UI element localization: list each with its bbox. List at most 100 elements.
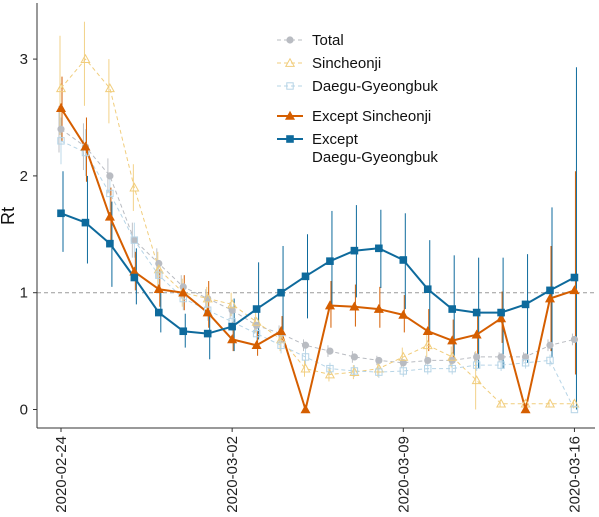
data-point-except-daegu-gyeongbuk (301, 272, 310, 281)
x-tick-label: 2020-03-16 (566, 436, 583, 513)
data-point-except-sincheonji (324, 300, 335, 310)
data-point-except-sincheonji (447, 335, 458, 345)
data-point-daegu-gyeongbuk (497, 361, 505, 369)
data-point-except-daegu-gyeongbuk (277, 288, 285, 297)
y-tick-label: 1 (20, 285, 28, 302)
data-point-sincheonji (447, 351, 458, 361)
data-point-daegu-gyeongbuk (326, 364, 334, 373)
data-point-total (546, 341, 554, 349)
data-point-sincheonji (471, 375, 482, 385)
data-point-total (497, 353, 505, 361)
data-point-except-sincheonji (104, 211, 115, 221)
data-point-daegu-gyeongbuk (472, 361, 481, 369)
legend: Total Sincheonji Daegu-Gyeongbuk Except Sin… (277, 32, 438, 166)
data-point-total (375, 356, 383, 365)
data-point-daegu-gyeongbuk (252, 329, 261, 338)
legend-marker-sincheonji (284, 57, 296, 67)
data-point-except-daegu-gyeongbuk (497, 308, 505, 317)
data-point-except-sincheonji (398, 309, 409, 319)
data-point-except-daegu-gyeongbuk (81, 218, 90, 227)
data-point-daegu-gyeongbuk (277, 341, 285, 349)
data-point-sincheonji (276, 334, 287, 344)
data-point-except-daegu-gyeongbuk (546, 286, 554, 295)
data-point-daegu-gyeongbuk (546, 356, 554, 365)
x-tick-label: 2020-03-09 (395, 436, 412, 513)
data-point-except-sincheonji (544, 293, 556, 303)
data-point-total (228, 306, 236, 314)
data-point-total (521, 353, 530, 361)
data-point-except-daegu-gyeongbuk (130, 273, 139, 282)
series-line-except-sincheonji (60, 107, 575, 411)
data-point-except-daegu-gyeongbuk (57, 209, 65, 218)
data-point-sincheonji (373, 363, 384, 373)
data-point-total (326, 347, 334, 355)
data-point-except-daegu-gyeongbuk (155, 308, 163, 317)
series-line-except-daegu-gyeongbuk (60, 212, 575, 335)
data-point-sincheonji (496, 398, 507, 408)
data-point-daegu-gyeongbuk (424, 364, 432, 373)
data-point-except-daegu-gyeongbuk (375, 244, 383, 253)
data-point-except-sincheonji (55, 102, 67, 112)
data-point-sincheonji (202, 293, 213, 303)
legend-label-except-daegu-gyeongbuk: Except (312, 131, 359, 148)
data-point-total (424, 356, 432, 365)
data-point-total (570, 335, 579, 344)
data-point-except-daegu-gyeongbuk (521, 300, 530, 309)
x-tick-label: 2020-03-02 (224, 436, 241, 513)
data-point-daegu-gyeongbuk (521, 359, 530, 367)
data-point-sincheonji (55, 83, 67, 93)
series-line-sincheonji (60, 58, 575, 405)
data-point-daegu-gyeongbuk (155, 271, 163, 279)
data-point-except-sincheonji (300, 404, 311, 414)
data-point-except-sincheonji (569, 285, 580, 295)
data-point-sincheonji (153, 264, 164, 274)
data-point-daegu-gyeongbuk (350, 367, 359, 375)
x-tick-label: 2020-02-24 (53, 436, 70, 513)
legend-marker-daegu-gyeongbuk (286, 82, 294, 90)
data-point-total (399, 359, 407, 367)
y-tick-label: 3 (20, 51, 28, 68)
data-point-daegu-gyeongbuk (399, 367, 408, 375)
data-point-except-daegu-gyeongbuk (228, 322, 236, 331)
data-point-sincheonji (104, 83, 115, 93)
series-line-daegu-gyeongbuk (60, 140, 575, 410)
legend-marker-total (286, 36, 294, 44)
data-point-except-sincheonji (202, 307, 213, 317)
data-point-except-daegu-gyeongbuk (423, 285, 432, 293)
data-point-sincheonji (300, 363, 311, 373)
series-line-total (60, 128, 575, 364)
data-point-sincheonji (569, 398, 580, 408)
legend-label-except-daegu-gyeongbuk: Daegu-Gyeongbuk (312, 149, 438, 166)
data-point-sincheonji (422, 340, 433, 350)
data-point-daegu-gyeongbuk (570, 405, 579, 414)
legend-marker-except-sincheonji (284, 110, 296, 120)
data-point-except-daegu-gyeongbuk (570, 273, 579, 282)
y-tick-label: 2 (20, 168, 28, 185)
data-point-except-daegu-gyeongbuk (399, 256, 408, 264)
data-point-total (57, 125, 65, 133)
data-point-except-sincheonji (471, 329, 482, 339)
data-point-except-daegu-gyeongbuk (252, 305, 261, 313)
data-point-total (301, 341, 310, 349)
legend-label-except-sincheonji: Except Sincheonji (312, 108, 431, 125)
data-point-total (473, 353, 481, 361)
y-axis-title: Rt (0, 207, 18, 225)
data-point-sincheonji (129, 182, 140, 192)
data-point-daegu-gyeongbuk (448, 364, 456, 373)
data-point-except-sincheonji (153, 283, 164, 293)
data-point-daegu-gyeongbuk (301, 353, 310, 361)
data-point-except-sincheonji (80, 141, 91, 151)
data-point-daegu-gyeongbuk (130, 236, 139, 244)
data-point-except-sincheonji (178, 287, 189, 297)
data-point-except-sincheonji (496, 313, 507, 323)
data-point-sincheonji (544, 398, 556, 408)
data-point-sincheonji (227, 299, 238, 309)
data-point-except-daegu-gyeongbuk (326, 257, 334, 265)
data-point-total (155, 259, 163, 268)
legend-label-sincheonji: Sincheonji (312, 55, 381, 72)
data-point-sincheonji (349, 366, 360, 376)
legend-label-daegu-gyeongbuk: Daegu-Gyeongbuk (312, 78, 438, 95)
legend-label-total: Total (312, 32, 344, 49)
data-point-except-sincheonji (373, 303, 384, 313)
data-point-except-sincheonji (520, 404, 531, 414)
